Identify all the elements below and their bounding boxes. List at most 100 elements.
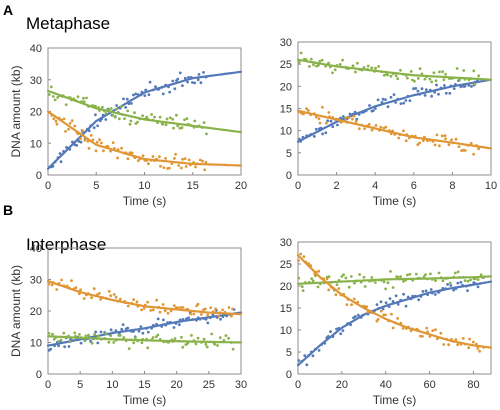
data-point — [362, 275, 366, 279]
data-point — [120, 146, 123, 150]
data-point — [158, 115, 162, 119]
data-point — [130, 151, 134, 155]
data-point — [353, 281, 356, 285]
data-point — [459, 280, 463, 284]
data-point — [297, 276, 301, 280]
data-point — [430, 80, 434, 84]
data-point — [97, 292, 101, 295]
data-point — [199, 81, 203, 85]
data-point — [80, 128, 84, 132]
data-point — [371, 109, 375, 112]
data-point — [202, 71, 205, 74]
data-point — [423, 94, 427, 97]
data-point — [384, 313, 387, 317]
data-point — [136, 120, 139, 124]
data-point — [418, 141, 421, 145]
data-point — [57, 340, 60, 343]
data-point — [52, 117, 56, 121]
data-point — [311, 354, 315, 358]
data-point — [104, 332, 108, 336]
data-point — [216, 344, 219, 347]
data-point — [70, 279, 73, 282]
data-point — [99, 330, 103, 334]
fit-curve-blue — [296, 280, 493, 367]
data-point — [354, 70, 357, 74]
x-axis-label: Time (s) — [123, 393, 167, 407]
y-tick-label: 10 — [280, 325, 292, 337]
data-point — [472, 340, 475, 344]
data-point — [132, 298, 136, 301]
data-point — [180, 335, 183, 339]
y-tick-label: 25 — [280, 59, 292, 71]
data-point — [139, 325, 143, 328]
x-tick-label: 10 — [106, 379, 118, 391]
data-point — [163, 309, 167, 313]
data-point — [430, 94, 433, 98]
series-green-points — [297, 51, 481, 86]
data-point — [181, 306, 185, 309]
data-point — [478, 349, 481, 353]
data-point — [109, 107, 113, 110]
data-point — [123, 117, 126, 120]
data-point — [424, 273, 427, 276]
data-point — [374, 124, 378, 127]
data-point — [470, 85, 473, 88]
fit-curve-blue — [46, 70, 243, 170]
data-point — [366, 64, 370, 68]
data-point — [468, 337, 472, 341]
data-point — [425, 326, 429, 330]
data-point — [151, 155, 155, 158]
data-point — [302, 112, 305, 116]
fit-curve-blue — [46, 311, 243, 347]
data-point — [91, 138, 95, 142]
data-point — [352, 297, 356, 301]
data-point — [363, 127, 366, 130]
data-point — [84, 334, 88, 338]
data-point — [399, 68, 402, 72]
y-tick-label: 20 — [30, 107, 42, 119]
data-point — [454, 338, 458, 341]
data-point — [391, 326, 395, 330]
data-point — [396, 77, 400, 81]
data-point — [203, 307, 207, 311]
data-point — [140, 308, 144, 312]
data-point — [79, 137, 82, 141]
data-point — [203, 168, 207, 172]
data-point — [116, 156, 119, 160]
data-point — [144, 88, 148, 92]
data-point — [100, 141, 103, 145]
data-point — [309, 57, 313, 61]
data-point — [421, 335, 424, 338]
data-point — [299, 51, 303, 55]
data-point — [314, 115, 318, 119]
data-point — [421, 290, 425, 293]
data-point — [305, 107, 308, 110]
data-point — [122, 97, 125, 101]
data-point — [357, 127, 361, 130]
data-point — [317, 349, 321, 352]
data-point — [420, 87, 424, 91]
data-point — [192, 312, 196, 316]
data-point — [375, 303, 379, 306]
data-point — [141, 331, 145, 335]
fit-curve-orange — [46, 110, 243, 167]
fit-curve-green — [46, 335, 243, 344]
data-point — [156, 317, 160, 321]
data-point — [172, 126, 175, 130]
data-point — [122, 336, 126, 339]
data-point — [73, 331, 77, 335]
data-point — [183, 118, 186, 122]
data-point — [340, 275, 344, 278]
data-point — [461, 337, 465, 340]
data-point — [418, 67, 422, 71]
data-point — [174, 152, 178, 156]
data-point — [303, 354, 307, 357]
data-point — [196, 336, 200, 340]
data-point — [432, 71, 436, 75]
y-tick-label: 0 — [286, 170, 292, 182]
data-point — [379, 125, 383, 129]
data-point — [177, 164, 181, 167]
data-point — [300, 285, 304, 288]
y-axis-label: DNA amount (kb) — [9, 65, 23, 157]
data-point — [231, 347, 235, 351]
